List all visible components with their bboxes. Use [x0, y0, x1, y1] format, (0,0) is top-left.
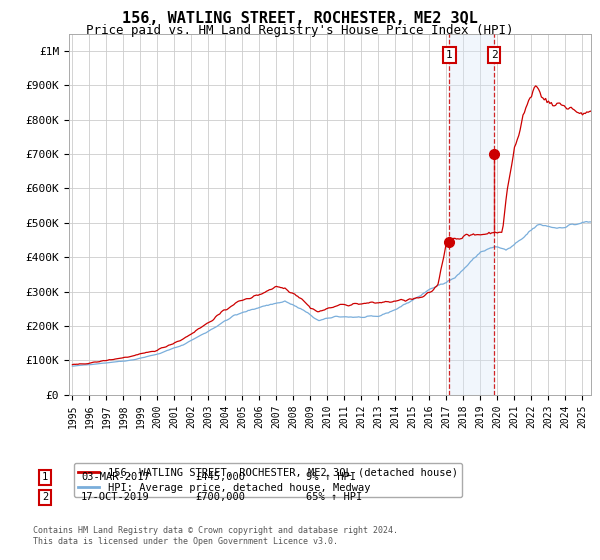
Bar	[449, 34, 494, 395]
Text: 65% ↑ HPI: 65% ↑ HPI	[306, 492, 362, 502]
Legend: 156, WATLING STREET, ROCHESTER, ME2 3QL (detached house), HPI: Average price, de: 156, WATLING STREET, ROCHESTER, ME2 3QL …	[74, 463, 462, 497]
Text: 2: 2	[491, 50, 497, 60]
Text: £700,000: £700,000	[195, 492, 245, 502]
Text: 1: 1	[42, 472, 48, 482]
Text: 03-MAR-2017: 03-MAR-2017	[81, 472, 150, 482]
Text: 9% ↑ HPI: 9% ↑ HPI	[306, 472, 356, 482]
Text: Price paid vs. HM Land Registry's House Price Index (HPI): Price paid vs. HM Land Registry's House …	[86, 24, 514, 36]
Text: 2: 2	[42, 492, 48, 502]
Text: 156, WATLING STREET, ROCHESTER, ME2 3QL: 156, WATLING STREET, ROCHESTER, ME2 3QL	[122, 11, 478, 26]
Text: £445,000: £445,000	[195, 472, 245, 482]
Text: Contains HM Land Registry data © Crown copyright and database right 2024.
This d: Contains HM Land Registry data © Crown c…	[33, 526, 398, 546]
Text: 1: 1	[446, 50, 453, 60]
Text: 17-OCT-2019: 17-OCT-2019	[81, 492, 150, 502]
